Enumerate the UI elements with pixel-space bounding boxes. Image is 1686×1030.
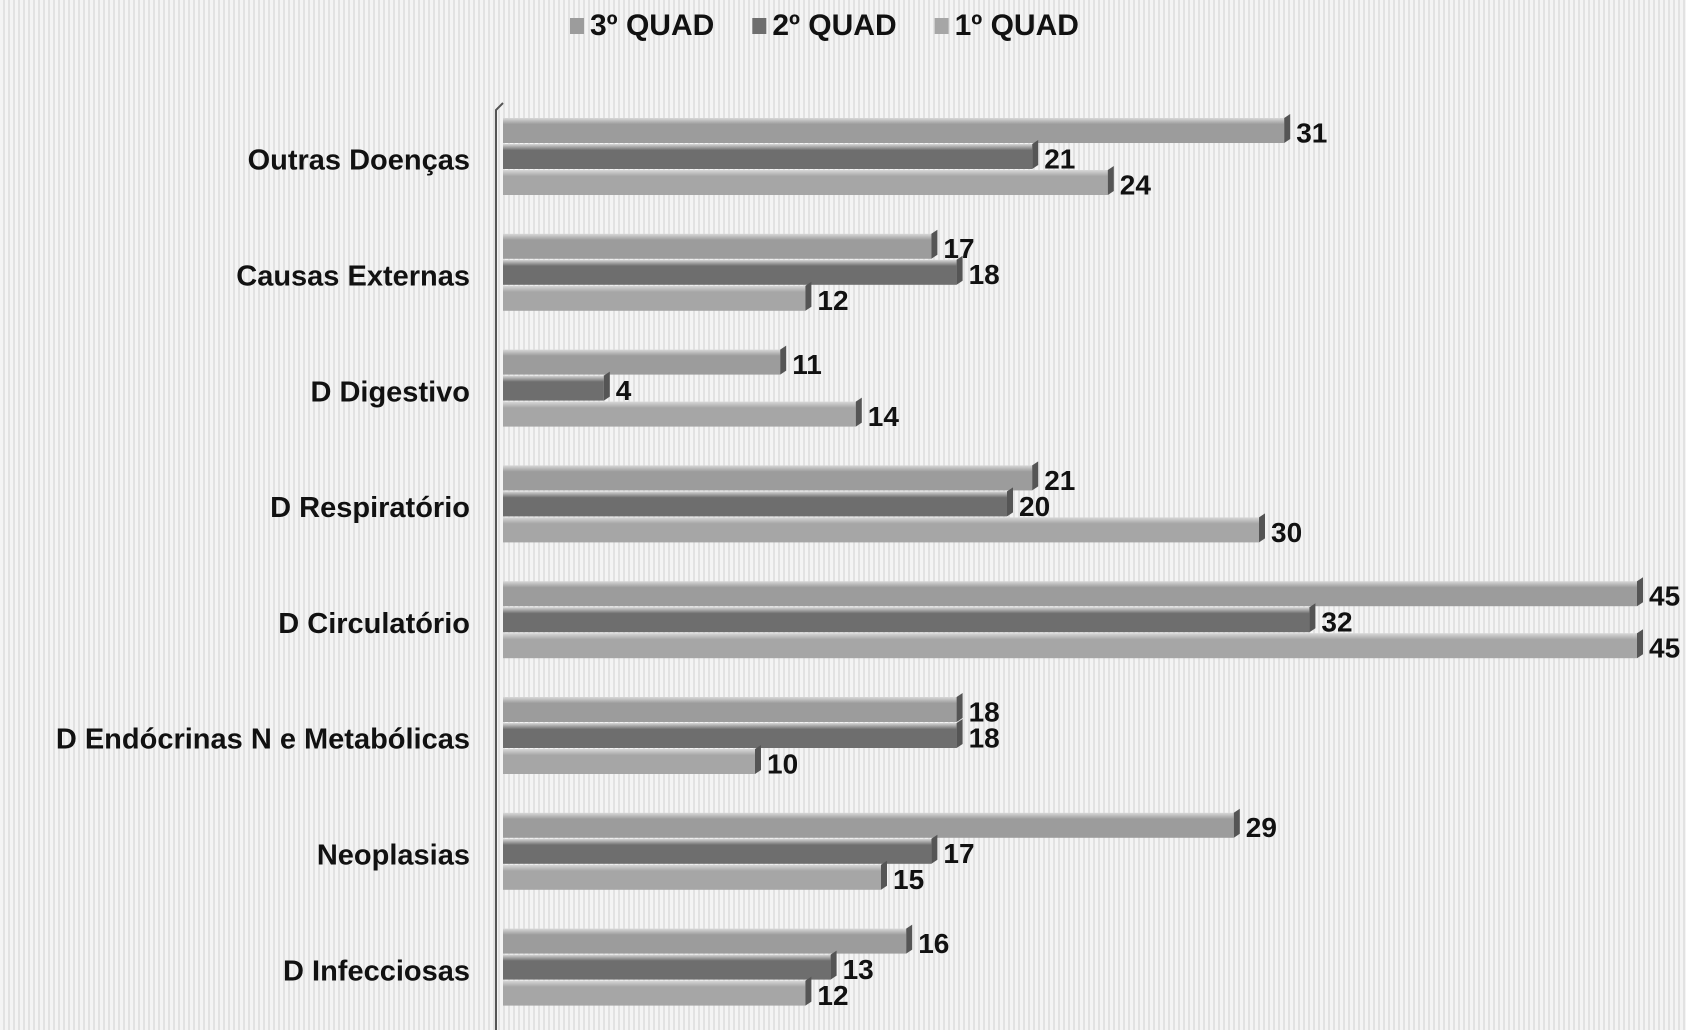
value-label: 20 (1019, 491, 1050, 522)
bar (503, 928, 907, 954)
bar (503, 465, 1033, 491)
category-label: D Circulatório (278, 608, 470, 640)
bar (503, 118, 1285, 143)
value-label: 4 (616, 375, 632, 406)
bar (503, 607, 1310, 633)
category-label: D Endócrinas N e Metabólicas (56, 724, 470, 756)
bar-cap (755, 745, 761, 774)
bar-cap (1309, 603, 1316, 633)
bar (503, 697, 957, 722)
bar (503, 517, 1259, 543)
legend-swatch (570, 18, 584, 34)
category-label: Causas Externas (236, 260, 470, 292)
value-label: 24 (1120, 169, 1152, 200)
bar-cap (780, 345, 787, 375)
bar-cap (956, 693, 963, 722)
bar-cap (805, 976, 812, 1006)
legend-label: 1º QUAD (955, 9, 1079, 42)
value-label: 21 (1044, 143, 1075, 174)
value-label: 45 (1649, 581, 1680, 612)
bar (503, 954, 831, 980)
bar (503, 980, 806, 1006)
value-label: 32 (1321, 607, 1352, 638)
bar (503, 285, 806, 311)
bar (503, 491, 1007, 517)
bar (503, 375, 604, 401)
bar (503, 723, 957, 748)
bar-cap (956, 719, 963, 748)
axis-wall (495, 102, 504, 1030)
bar-cap (830, 950, 837, 980)
category-label: Neoplasias (317, 839, 470, 871)
bar-cap (1637, 629, 1643, 659)
value-label: 31 (1296, 117, 1327, 148)
value-label: 18 (969, 722, 1000, 753)
bar-cap (931, 229, 938, 259)
value-label: 17 (943, 838, 974, 869)
bar (503, 401, 856, 427)
bar (503, 864, 881, 890)
bar-cap (1007, 487, 1013, 517)
bar-cap (881, 860, 887, 890)
bar (503, 812, 1234, 838)
value-label: 15 (893, 864, 924, 895)
category-label: D Digestivo (310, 376, 470, 408)
bar-cap (805, 281, 812, 311)
value-label: 12 (817, 980, 848, 1011)
value-label: 18 (969, 696, 1000, 727)
legend-label: 2º QUAD (772, 9, 896, 42)
value-label: 16 (918, 928, 949, 959)
value-label: 14 (868, 401, 900, 432)
bar (503, 749, 755, 774)
bar-cap (906, 924, 913, 954)
value-label: 45 (1649, 633, 1680, 664)
bar-cap (1637, 577, 1643, 607)
category-label: Outras Doenças (248, 145, 470, 177)
bar-cap (1259, 513, 1265, 543)
value-label: 18 (969, 259, 1000, 290)
value-label: 21 (1044, 465, 1075, 496)
value-label: 10 (767, 748, 798, 779)
bar-cap (1032, 461, 1039, 491)
bar-cap (855, 397, 862, 427)
bar-cap (1032, 140, 1039, 169)
bar (503, 349, 781, 375)
category-label: D Respiratório (270, 492, 470, 524)
value-label: 11 (792, 349, 822, 380)
bar-cap (603, 371, 610, 401)
bar (503, 259, 957, 285)
value-label: 30 (1271, 517, 1302, 548)
value-label: 29 (1246, 812, 1277, 843)
legend-label: 3º QUAD (590, 9, 714, 42)
legend: 3º QUAD 2º QUAD 1º QUAD (570, 9, 1079, 42)
bar (503, 838, 932, 864)
legend-swatch (934, 18, 949, 34)
bar (503, 581, 1637, 607)
bar (503, 170, 1108, 195)
bar (503, 144, 1033, 169)
bar (503, 633, 1637, 659)
bar-cap (1284, 114, 1291, 143)
value-label: 12 (817, 285, 848, 316)
bar-cap (931, 834, 938, 864)
bar-cap (1107, 166, 1114, 195)
bar (503, 233, 932, 259)
bar-cap (1233, 808, 1240, 838)
category-label: D Infecciosas (283, 955, 470, 987)
bar-cap (956, 255, 963, 285)
legend-swatch (752, 18, 767, 34)
value-label: 13 (843, 954, 874, 985)
